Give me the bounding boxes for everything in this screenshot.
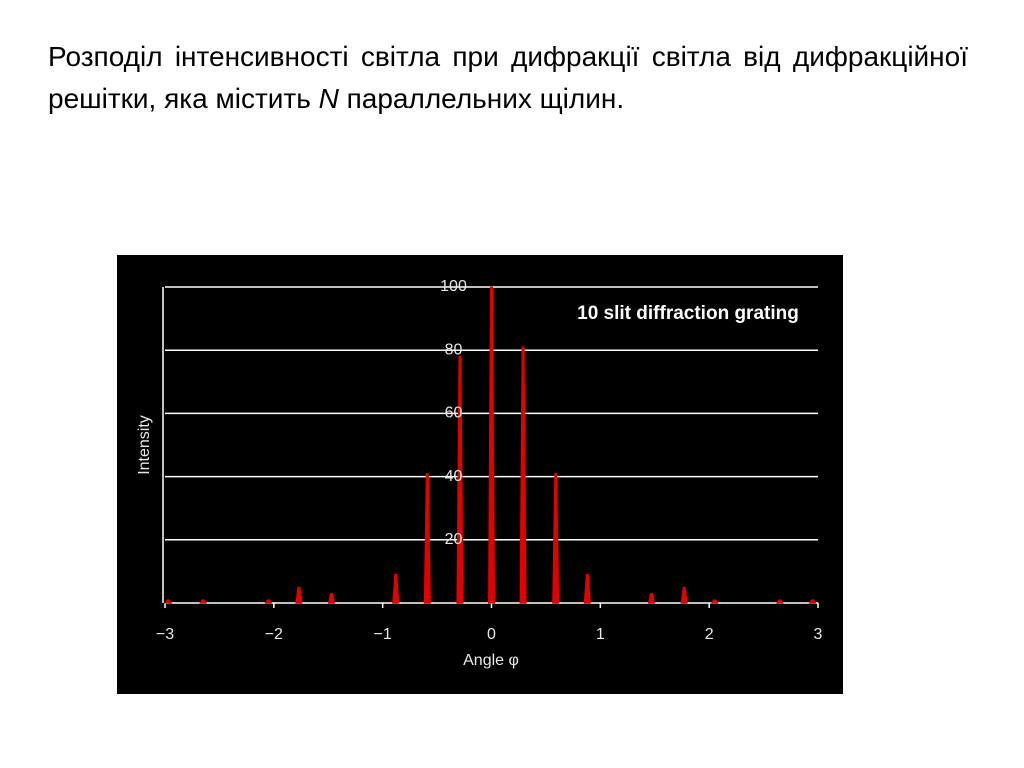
x-tick-label: −2 [265,626,283,643]
y-axis-label: Intensity [136,415,153,475]
y-tick-label: 40 [445,468,463,485]
y-tick-label: 60 [445,405,463,422]
spike [519,346,527,604]
spike [164,599,173,604]
x-tick-label: 1 [596,626,605,643]
spike [327,593,336,604]
chart-background [117,255,843,694]
spike [487,286,496,604]
spike [583,574,591,604]
y-tick-label: 20 [445,531,463,548]
spike [552,472,560,604]
spike [264,599,273,604]
spike [775,599,784,604]
x-tick-label: 3 [814,626,823,643]
chart: 10 slit diffraction grating Angle φ Inte… [117,255,843,694]
spike [808,599,817,604]
x-tick-label: −3 [156,626,174,643]
text: Розподіл інтенсивності світла при дифрак… [48,41,968,114]
x-tick-label: 0 [487,626,496,643]
text: параллельних щілин. [346,83,625,114]
chart-title: 10 slit diffraction grating [577,303,799,324]
spike [295,586,303,604]
spike [456,356,464,604]
x-axis-label: Angle φ [463,652,519,669]
x-tick-label: 2 [705,626,714,643]
x-tick-label: −1 [374,626,392,643]
spike [392,574,400,604]
y-tick-label: 100 [440,278,467,295]
spike [199,599,207,604]
spike [647,593,656,604]
text-italic: N [318,83,339,114]
spike [710,599,719,604]
spike [680,586,688,604]
y-tick-label: 80 [445,341,463,358]
spike [423,472,431,604]
slide-text: Розподіл інтенсивності світла при дифрак… [48,36,968,120]
